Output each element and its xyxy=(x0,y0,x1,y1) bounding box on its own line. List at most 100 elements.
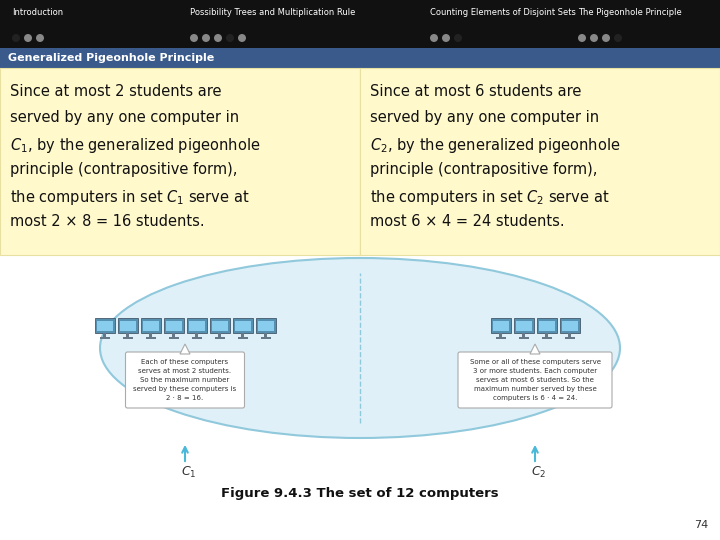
Bar xyxy=(258,321,274,331)
Bar xyxy=(564,337,575,339)
Bar xyxy=(264,333,267,337)
Text: the computers in set $C_1$ serve at: the computers in set $C_1$ serve at xyxy=(10,188,250,207)
Bar xyxy=(163,318,184,333)
Bar xyxy=(541,337,552,339)
Bar xyxy=(166,321,181,331)
Bar xyxy=(360,68,720,255)
Bar xyxy=(186,318,207,333)
Circle shape xyxy=(202,34,210,42)
Bar xyxy=(499,333,502,337)
Text: The Pigeonhole Principle: The Pigeonhole Principle xyxy=(578,8,682,17)
Bar xyxy=(562,321,577,331)
Bar xyxy=(126,333,129,337)
Bar xyxy=(233,318,253,333)
Circle shape xyxy=(238,34,246,42)
Text: Possibility Trees and Multiplication Rule: Possibility Trees and Multiplication Rul… xyxy=(190,8,356,17)
Circle shape xyxy=(430,34,438,42)
Bar xyxy=(0,68,360,255)
Circle shape xyxy=(578,34,586,42)
Bar xyxy=(120,321,135,331)
Text: $C_2$, by the generalized pigeonhole: $C_2$, by the generalized pigeonhole xyxy=(370,136,621,155)
Bar xyxy=(212,321,228,331)
Bar xyxy=(143,321,158,331)
Text: serves at most 6 students. So the: serves at most 6 students. So the xyxy=(476,377,594,383)
Bar xyxy=(218,333,221,337)
Ellipse shape xyxy=(100,258,620,438)
Circle shape xyxy=(190,34,198,42)
Text: the computers in set $C_2$ serve at: the computers in set $C_2$ serve at xyxy=(370,188,610,207)
Text: served by any one computer in: served by any one computer in xyxy=(10,110,239,125)
Circle shape xyxy=(602,34,610,42)
Bar xyxy=(235,321,251,331)
Text: Each of these computers: Each of these computers xyxy=(141,359,228,365)
Text: 3 or more students. Each computer: 3 or more students. Each computer xyxy=(473,368,597,374)
Text: Counting Elements of Disjoint Sets: Counting Elements of Disjoint Sets xyxy=(430,8,576,17)
Bar xyxy=(490,318,510,333)
Bar xyxy=(241,333,244,337)
Text: computers is 6 · 4 = 24.: computers is 6 · 4 = 24. xyxy=(492,395,577,401)
Bar xyxy=(0,0,720,48)
FancyBboxPatch shape xyxy=(458,352,612,408)
Bar xyxy=(192,337,202,339)
Bar xyxy=(495,337,505,339)
Bar xyxy=(518,337,528,339)
Bar xyxy=(516,321,531,331)
Bar xyxy=(536,318,557,333)
Text: principle (contrapositive form),: principle (contrapositive form), xyxy=(10,162,238,177)
Bar xyxy=(210,318,230,333)
Bar xyxy=(545,333,548,337)
Text: Some or all of these computers serve: Some or all of these computers serve xyxy=(469,359,600,365)
Text: $C_1$, by the generalized pigeonhole: $C_1$, by the generalized pigeonhole xyxy=(10,136,261,155)
Bar xyxy=(140,318,161,333)
Text: served by these computers is: served by these computers is xyxy=(133,386,237,392)
Bar xyxy=(215,337,225,339)
Bar xyxy=(117,318,138,333)
Bar xyxy=(168,337,179,339)
Bar xyxy=(103,333,106,337)
Bar xyxy=(96,321,112,331)
Circle shape xyxy=(24,34,32,42)
Bar xyxy=(513,318,534,333)
Bar xyxy=(522,333,525,337)
Circle shape xyxy=(214,34,222,42)
Text: $C_2$: $C_2$ xyxy=(531,465,546,480)
Bar xyxy=(99,337,109,339)
Text: principle (contrapositive form),: principle (contrapositive form), xyxy=(370,162,598,177)
Bar xyxy=(559,318,580,333)
Text: Generalized Pigeonhole Principle: Generalized Pigeonhole Principle xyxy=(8,53,215,63)
Bar xyxy=(492,321,508,331)
Bar xyxy=(122,337,132,339)
Circle shape xyxy=(590,34,598,42)
Circle shape xyxy=(442,34,450,42)
Text: Since at most 2 students are: Since at most 2 students are xyxy=(10,84,222,99)
Text: Introduction: Introduction xyxy=(12,8,63,17)
FancyBboxPatch shape xyxy=(125,352,245,408)
Bar xyxy=(149,333,152,337)
Bar xyxy=(261,337,271,339)
Bar xyxy=(195,333,198,337)
Bar xyxy=(0,48,720,68)
Bar xyxy=(145,337,156,339)
Text: most 2 × 8 = 16 students.: most 2 × 8 = 16 students. xyxy=(10,214,204,229)
Bar xyxy=(189,321,204,331)
Circle shape xyxy=(226,34,234,42)
Text: most 6 × 4 = 24 students.: most 6 × 4 = 24 students. xyxy=(370,214,564,229)
Bar xyxy=(172,333,175,337)
Polygon shape xyxy=(530,344,540,354)
Circle shape xyxy=(454,34,462,42)
Bar xyxy=(539,321,554,331)
Bar xyxy=(238,337,248,339)
Text: Since at most 6 students are: Since at most 6 students are xyxy=(370,84,581,99)
Bar xyxy=(94,318,114,333)
Bar xyxy=(568,333,571,337)
Text: $C_1$: $C_1$ xyxy=(181,465,197,480)
Text: So the maximum number: So the maximum number xyxy=(140,377,230,383)
Circle shape xyxy=(36,34,44,42)
Text: serves at most 2 students.: serves at most 2 students. xyxy=(138,368,232,374)
Text: 74: 74 xyxy=(694,520,708,530)
Polygon shape xyxy=(180,344,190,354)
Circle shape xyxy=(614,34,622,42)
Text: Figure 9.4.3 The set of 12 computers: Figure 9.4.3 The set of 12 computers xyxy=(221,488,499,501)
Text: maximum number served by these: maximum number served by these xyxy=(474,386,596,392)
Bar xyxy=(256,318,276,333)
